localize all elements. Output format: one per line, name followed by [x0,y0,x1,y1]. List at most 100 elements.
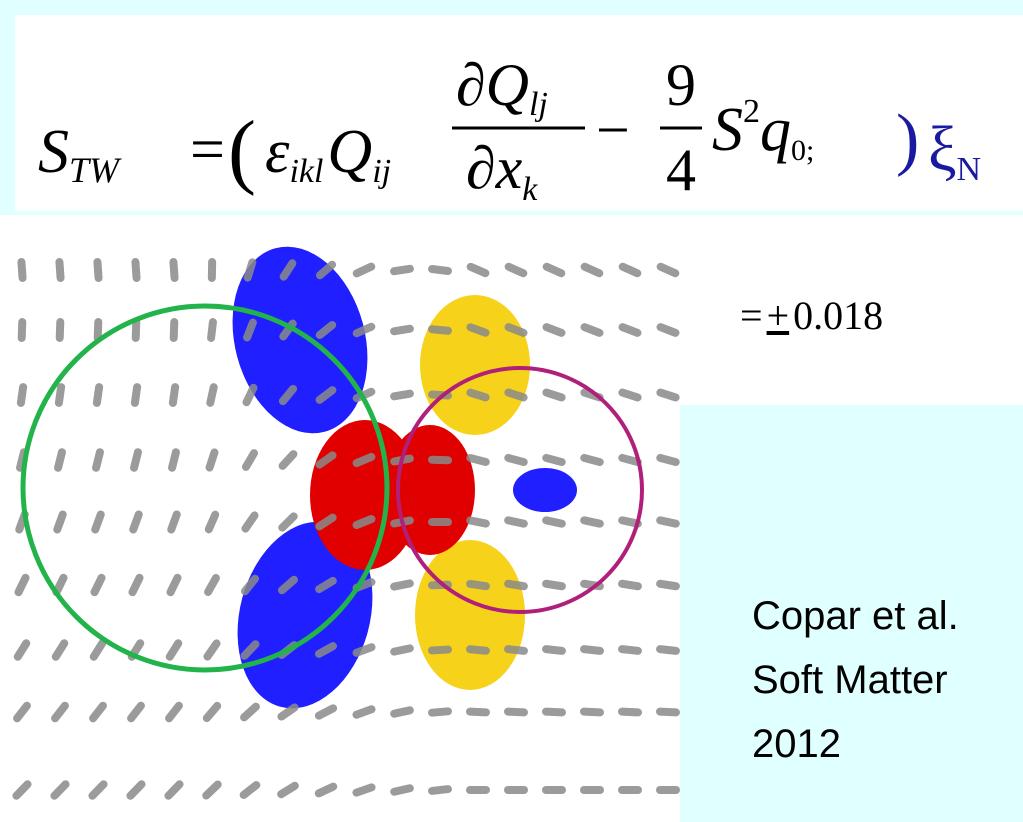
subscript: N [957,151,982,188]
paren: ( [228,104,256,197]
director-rod [470,649,486,651]
director-rod [207,706,217,718]
director-rod [170,643,178,657]
director-rod [660,649,676,651]
subscript: 0; [791,134,814,167]
fraction-den: 4 [666,137,696,203]
director-rod [660,458,675,462]
eq-text: S2q0; [712,93,814,167]
equals: = [740,293,763,338]
director-rod [623,327,638,333]
director-rod [55,706,65,719]
director-rod [174,322,175,338]
director-rod [92,784,103,796]
eq-text: εiklQij [265,118,391,190]
director-rod [56,578,63,592]
director-rod [546,649,562,651]
subscript: k [522,171,538,208]
director-rod [248,262,253,277]
blue-lobe [213,231,388,448]
number: 0.018 [793,293,883,338]
director-rod [394,394,410,397]
director-rod [432,789,448,791]
director-rod [508,458,523,462]
director-rod [94,643,102,657]
director-rod [93,706,103,719]
subscript: ij [372,153,391,190]
director-rod [134,452,138,468]
director-rod [210,452,215,467]
director-rod [394,329,410,332]
director-rod [172,452,176,468]
director-rod [622,458,637,462]
director-rod [211,322,213,338]
director-rod [584,712,600,713]
director-rod [432,460,448,461]
director-rod [508,584,524,587]
director-rod [585,327,600,333]
director-rod [546,458,561,462]
director-rod [59,387,61,403]
equals: = [190,116,225,184]
director-rod [319,787,333,794]
director-rod [471,267,486,273]
director-rod [356,709,371,714]
director-rod [470,458,486,462]
director-rod [356,787,371,792]
director-rod [394,648,410,651]
director-rod [207,643,216,656]
director-rod [622,649,638,651]
director-rod [470,584,486,586]
director-rod [432,711,448,712]
director-rod [660,712,676,713]
subscript: TW [69,150,122,190]
citation-line: Copar et al. [752,584,959,648]
citation: Copar et al. Soft Matter 2012 [752,584,959,776]
subscript: lj [529,86,548,123]
figure-group [16,231,676,795]
director-rod [660,393,675,398]
director-rod [96,452,100,468]
director-rod [54,784,65,796]
director-rod [508,393,523,398]
paren: ) [896,101,919,178]
director-rod [94,578,101,592]
director-rod [57,514,62,529]
director-rod [660,520,676,523]
director-rod [546,712,562,713]
director-rod [22,322,23,338]
director-rod [171,514,176,529]
director-rod [170,578,177,592]
director-rod [281,786,295,794]
superscript: 2 [743,93,760,130]
director-rod [509,327,524,333]
director-rod [584,458,599,462]
director-rod [56,643,64,657]
director-rod [546,584,562,587]
director-rod [97,262,98,278]
director-rod [470,327,485,333]
director-rod [208,578,216,592]
director-rod [133,514,138,529]
director-rod [136,322,137,338]
director-rod [622,712,638,713]
director-rod [432,650,448,651]
fraction-num: 9 [666,52,696,118]
director-rod [432,329,448,331]
director-rod [60,322,61,338]
director-rod [661,267,676,274]
subscript: ikl [289,153,323,190]
blue-spot [513,468,577,512]
director-rod [282,516,293,527]
symbol: ξ [928,113,957,184]
director-rod [245,515,254,528]
director-rod [357,457,372,463]
director-rod [168,784,179,796]
director-rod [585,267,600,274]
director-rod [17,706,27,719]
director-rod [247,323,253,338]
minus: − [596,97,630,163]
director-rod [546,520,562,523]
director-rod [584,649,600,651]
director-rod [357,647,372,653]
